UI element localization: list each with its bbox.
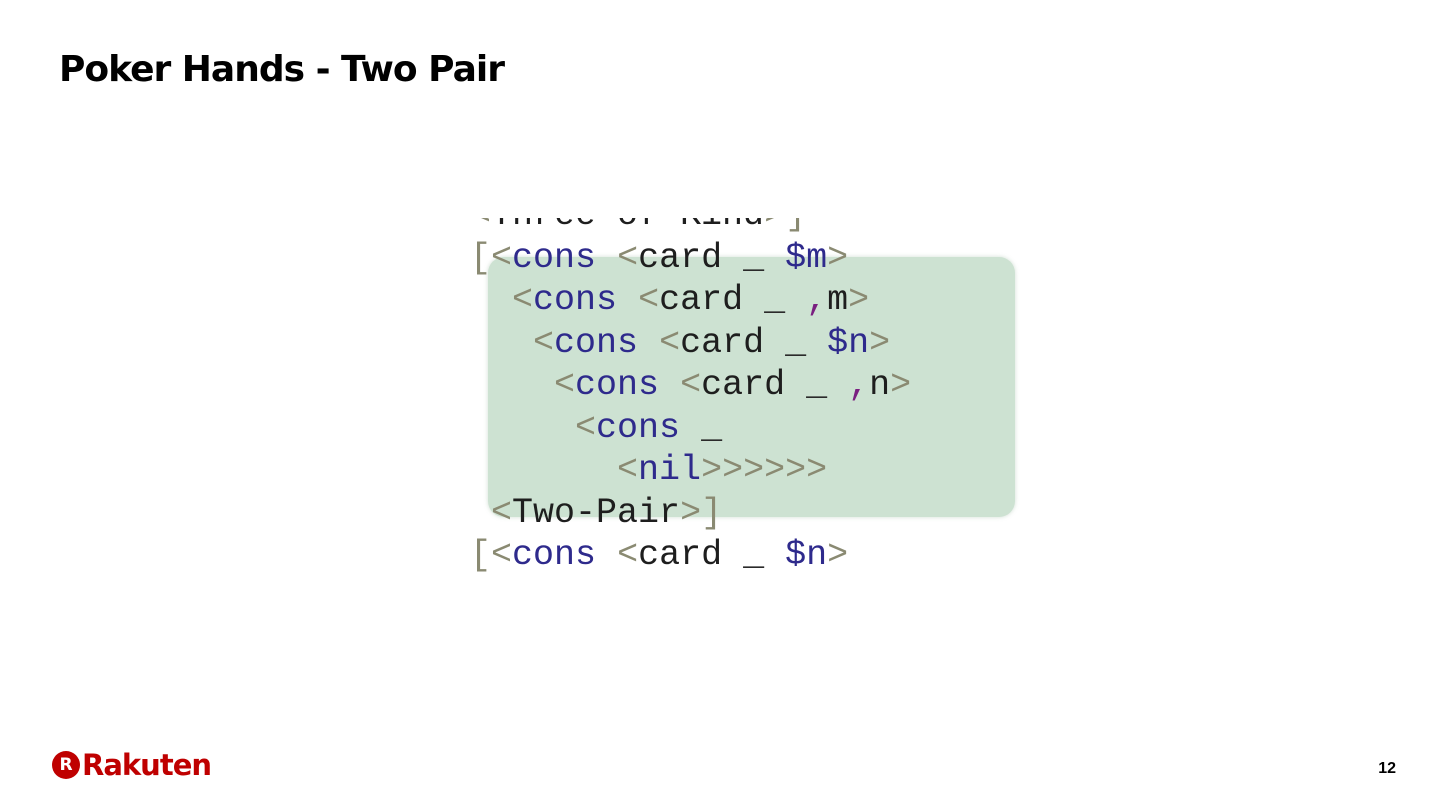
code-token: card [659, 280, 744, 320]
code-token: Two-Pair [512, 492, 681, 533]
code-token: < [554, 365, 576, 405]
code-token: _ [764, 280, 786, 320]
page-number: 12 [1378, 760, 1396, 777]
code-token: cons [512, 535, 597, 575]
code-token [785, 365, 806, 405]
code-token [785, 280, 806, 320]
code-token [680, 408, 701, 448]
code-token: < [617, 450, 639, 490]
code-token: card [638, 237, 723, 278]
code-token: _ [806, 365, 828, 405]
code-token: $n [827, 322, 870, 363]
code-line: <cons <card _ ,n> [470, 364, 911, 407]
code-token: < [680, 365, 702, 405]
code-token [638, 323, 659, 363]
code-token: _ [701, 407, 723, 448]
code-token [470, 323, 533, 363]
code-token: nil [638, 450, 702, 490]
code-token [764, 238, 785, 278]
code-token: > [869, 322, 891, 363]
code-token: < [491, 535, 513, 575]
code-token [764, 323, 785, 363]
code-token [722, 238, 743, 278]
code-line: <cons <card _ $n> [470, 322, 911, 365]
rakuten-logo-mark-icon: R [52, 751, 80, 779]
code-line: [<cons <card _ $n> [470, 534, 911, 577]
code-token: > [848, 280, 870, 320]
code-token: [ [470, 535, 492, 575]
code-token: $m [785, 237, 828, 278]
code-token [827, 365, 848, 405]
code-token: , [848, 365, 870, 405]
code-token [806, 323, 827, 363]
code-token: < [617, 535, 639, 575]
code-line: <Two-Pair>] [470, 492, 911, 535]
code-snippet: <Three-of-Kind>][<cons <card _ $m> <cons… [470, 218, 1030, 580]
code-token: > [827, 535, 849, 575]
rakuten-logo-text: Rakuten [82, 748, 212, 782]
code-token [764, 535, 785, 575]
code-token: _ [785, 322, 807, 363]
code-token: < [533, 322, 555, 363]
code-token: < [512, 280, 534, 320]
code-token: [ [470, 237, 492, 278]
code-token: < [491, 492, 513, 533]
code-token: > [764, 218, 785, 235]
code-token: cons [575, 365, 660, 405]
code-line: <nil>>>>>> [470, 449, 911, 492]
code-token: cons [554, 322, 639, 363]
code-token: , [806, 280, 828, 320]
code-token: cons [512, 237, 597, 278]
code-token [470, 365, 554, 405]
code-token [617, 280, 638, 320]
code-token: < [491, 237, 513, 278]
code-token: ] [701, 492, 723, 533]
code-token [596, 238, 617, 278]
code-token: $n [785, 535, 828, 575]
code-token [470, 280, 512, 320]
code-token: _ [743, 237, 765, 278]
code-token: _ [743, 535, 765, 575]
code-token [596, 535, 617, 575]
code-token: cons [596, 407, 681, 448]
code-token [470, 450, 617, 490]
code-token: card [701, 365, 786, 405]
code-line: [<cons <card _ $m> [470, 237, 911, 280]
code-token: >>>>>> [701, 450, 828, 490]
slide-title: Poker Hands - Two Pair [59, 49, 505, 90]
code-token: < [470, 218, 491, 235]
code-token [470, 408, 575, 448]
code-line: <Three-of-Kind>] [470, 218, 911, 237]
code-token: ] [785, 218, 806, 235]
code-token: > [680, 492, 702, 533]
code-line: <cons <card _ ,m> [470, 279, 911, 322]
code-token: < [638, 280, 660, 320]
code-token [722, 535, 743, 575]
code-token: card [638, 535, 723, 575]
code-token: < [659, 322, 681, 363]
code-token: cons [533, 280, 618, 320]
code-token: m [827, 280, 849, 320]
code-token: Three-of-Kind [491, 218, 764, 235]
code-highlight-box [488, 257, 1015, 517]
code-token: < [575, 407, 597, 448]
code-token [470, 493, 491, 533]
rakuten-logo: R Rakuten [52, 748, 212, 782]
code-token [659, 365, 680, 405]
code-line: <cons _ [470, 407, 911, 450]
code-block: <Three-of-Kind>][<cons <card _ $m> <cons… [470, 218, 911, 577]
code-token: card [680, 322, 765, 363]
code-token: > [827, 237, 849, 278]
code-token [743, 280, 764, 320]
code-token: n [869, 365, 891, 405]
code-token: < [617, 237, 639, 278]
code-token: > [890, 365, 912, 405]
